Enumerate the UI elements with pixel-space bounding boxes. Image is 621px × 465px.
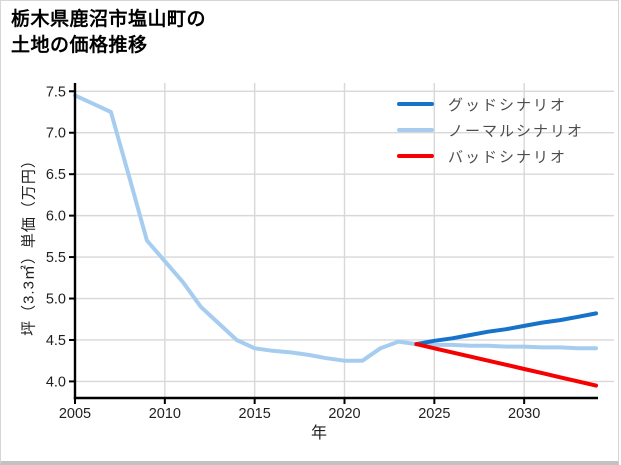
chart-title-line-1: 栃木県鹿沼市塩山町の xyxy=(11,9,207,30)
x-tick-label: 2025 xyxy=(418,406,450,422)
good-scenario-line-swatch xyxy=(397,102,434,106)
x-tick-label: 2010 xyxy=(149,406,181,422)
series-line-1 xyxy=(73,93,598,363)
x-tick-label: 2005 xyxy=(59,406,91,422)
x-tick-label: 2015 xyxy=(239,406,271,422)
series-line-0 xyxy=(414,311,598,347)
y-tick-label: 7.5 xyxy=(46,84,66,100)
legend-item-bad-scenario: バッドシナリオ xyxy=(397,143,584,169)
legend-label-good-scenario: グッドシナリオ xyxy=(448,96,568,114)
y-axis-label: 坪（3.3㎡）単価（万円） xyxy=(20,152,38,336)
x-tick-label: 2030 xyxy=(508,406,540,422)
y-tick-label: 4.0 xyxy=(46,374,66,390)
bad-scenario-line-swatch xyxy=(397,154,434,158)
x-tick-label: 2020 xyxy=(328,406,360,422)
y-tick-label: 4.5 xyxy=(46,333,66,349)
y-tick-label: 7.0 xyxy=(46,126,66,142)
y-tick-label: 5.5 xyxy=(46,250,66,266)
x-axis-label: 年 xyxy=(310,425,328,442)
legend-label-normal-scenario: ノーマルシナリオ xyxy=(448,122,585,140)
legend-label-bad-scenario: バッドシナリオ xyxy=(448,148,568,166)
normal-scenario-line-swatch xyxy=(397,128,434,132)
chart-title: 栃木県鹿沼市塩山町の 土地の価格推移 xyxy=(11,7,206,59)
legend-item-good-scenario: グッドシナリオ xyxy=(397,91,584,117)
y-tick-label: 6.0 xyxy=(46,209,66,225)
chart-title-line-2: 土地の価格推移 xyxy=(11,35,148,57)
legend: グッドシナリオ ノーマルシナリオ バッドシナリオ xyxy=(397,91,584,169)
y-tick-label: 5.0 xyxy=(46,292,66,308)
legend-item-normal-scenario: ノーマルシナリオ xyxy=(397,117,584,143)
series-line-2 xyxy=(414,342,598,388)
y-tick-label: 6.5 xyxy=(46,167,66,183)
